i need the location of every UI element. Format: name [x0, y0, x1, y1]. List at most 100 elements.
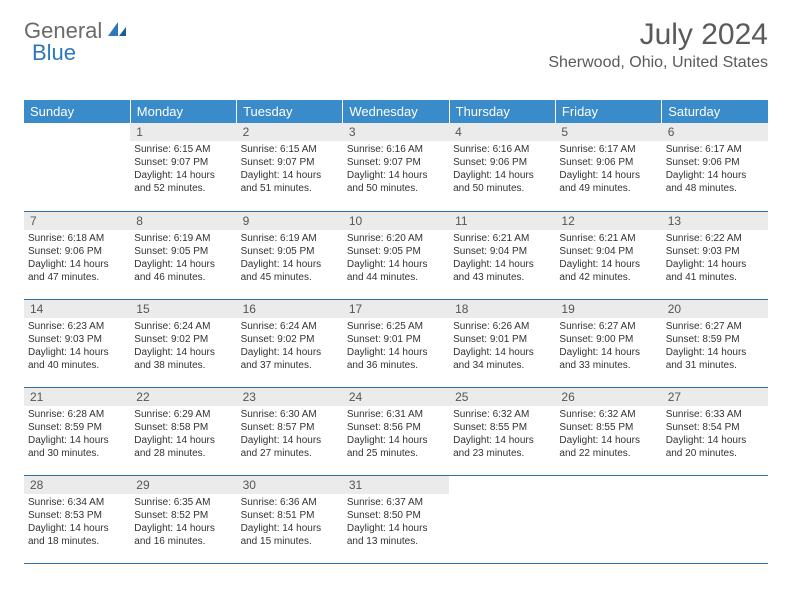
title-block: July 2024 Sherwood, Ohio, United States	[548, 18, 768, 72]
day-details: Sunrise: 6:35 AMSunset: 8:52 PMDaylight:…	[130, 494, 236, 552]
day-details: Sunrise: 6:33 AMSunset: 8:54 PMDaylight:…	[662, 406, 768, 464]
day-details: Sunrise: 6:16 AMSunset: 9:07 PMDaylight:…	[343, 141, 449, 199]
calendar-day-cell: 8Sunrise: 6:19 AMSunset: 9:05 PMDaylight…	[130, 211, 236, 299]
calendar-day-cell: 10Sunrise: 6:20 AMSunset: 9:05 PMDayligh…	[343, 211, 449, 299]
day-details: Sunrise: 6:15 AMSunset: 9:07 PMDaylight:…	[130, 141, 236, 199]
day-details: Sunrise: 6:22 AMSunset: 9:03 PMDaylight:…	[662, 230, 768, 288]
calendar-week-row: 21Sunrise: 6:28 AMSunset: 8:59 PMDayligh…	[24, 387, 768, 475]
calendar-day-cell: 17Sunrise: 6:25 AMSunset: 9:01 PMDayligh…	[343, 299, 449, 387]
calendar-day-cell: 16Sunrise: 6:24 AMSunset: 9:02 PMDayligh…	[237, 299, 343, 387]
calendar-day-cell: 22Sunrise: 6:29 AMSunset: 8:58 PMDayligh…	[130, 387, 236, 475]
weekday-header: Friday	[555, 100, 661, 123]
day-details: Sunrise: 6:24 AMSunset: 9:02 PMDaylight:…	[130, 318, 236, 376]
day-number: 30	[237, 476, 343, 494]
day-details: Sunrise: 6:15 AMSunset: 9:07 PMDaylight:…	[237, 141, 343, 199]
day-number: 15	[130, 300, 236, 318]
day-number: 9	[237, 212, 343, 230]
calendar-day-cell: 5Sunrise: 6:17 AMSunset: 9:06 PMDaylight…	[555, 123, 661, 211]
weekday-header: Saturday	[662, 100, 768, 123]
calendar-day-cell: 21Sunrise: 6:28 AMSunset: 8:59 PMDayligh…	[24, 387, 130, 475]
calendar-day-cell: 13Sunrise: 6:22 AMSunset: 9:03 PMDayligh…	[662, 211, 768, 299]
calendar-day-cell	[662, 475, 768, 563]
day-details: Sunrise: 6:37 AMSunset: 8:50 PMDaylight:…	[343, 494, 449, 552]
day-details: Sunrise: 6:26 AMSunset: 9:01 PMDaylight:…	[449, 318, 555, 376]
day-number: 26	[555, 388, 661, 406]
month-title: July 2024	[548, 18, 768, 52]
day-number: 4	[449, 123, 555, 141]
day-details: Sunrise: 6:32 AMSunset: 8:55 PMDaylight:…	[449, 406, 555, 464]
calendar-day-cell: 30Sunrise: 6:36 AMSunset: 8:51 PMDayligh…	[237, 475, 343, 563]
day-number: 8	[130, 212, 236, 230]
calendar-day-cell: 1Sunrise: 6:15 AMSunset: 9:07 PMDaylight…	[130, 123, 236, 211]
day-details: Sunrise: 6:20 AMSunset: 9:05 PMDaylight:…	[343, 230, 449, 288]
calendar-day-cell: 29Sunrise: 6:35 AMSunset: 8:52 PMDayligh…	[130, 475, 236, 563]
calendar-day-cell: 26Sunrise: 6:32 AMSunset: 8:55 PMDayligh…	[555, 387, 661, 475]
day-details: Sunrise: 6:19 AMSunset: 9:05 PMDaylight:…	[130, 230, 236, 288]
weekday-header: Wednesday	[343, 100, 449, 123]
day-details: Sunrise: 6:30 AMSunset: 8:57 PMDaylight:…	[237, 406, 343, 464]
day-number: 17	[343, 300, 449, 318]
day-number: 22	[130, 388, 236, 406]
calendar-week-row: 28Sunrise: 6:34 AMSunset: 8:53 PMDayligh…	[24, 475, 768, 563]
calendar-day-cell: 18Sunrise: 6:26 AMSunset: 9:01 PMDayligh…	[449, 299, 555, 387]
calendar-day-cell: 25Sunrise: 6:32 AMSunset: 8:55 PMDayligh…	[449, 387, 555, 475]
calendar-day-cell	[24, 123, 130, 211]
calendar-day-cell	[555, 475, 661, 563]
header: General July 2024 Sherwood, Ohio, United…	[24, 18, 768, 72]
day-number: 24	[343, 388, 449, 406]
calendar-day-cell: 12Sunrise: 6:21 AMSunset: 9:04 PMDayligh…	[555, 211, 661, 299]
day-number: 12	[555, 212, 661, 230]
day-number: 7	[24, 212, 130, 230]
calendar-header-row: SundayMondayTuesdayWednesdayThursdayFrid…	[24, 100, 768, 123]
day-number: 5	[555, 123, 661, 141]
day-number: 3	[343, 123, 449, 141]
day-details: Sunrise: 6:17 AMSunset: 9:06 PMDaylight:…	[662, 141, 768, 199]
day-details: Sunrise: 6:27 AMSunset: 8:59 PMDaylight:…	[662, 318, 768, 376]
calendar-week-row: 1Sunrise: 6:15 AMSunset: 9:07 PMDaylight…	[24, 123, 768, 211]
calendar-day-cell: 11Sunrise: 6:21 AMSunset: 9:04 PMDayligh…	[449, 211, 555, 299]
calendar-day-cell	[449, 475, 555, 563]
day-details: Sunrise: 6:17 AMSunset: 9:06 PMDaylight:…	[555, 141, 661, 199]
logo-sail-icon	[106, 20, 128, 43]
day-number: 6	[662, 123, 768, 141]
day-details: Sunrise: 6:28 AMSunset: 8:59 PMDaylight:…	[24, 406, 130, 464]
day-details: Sunrise: 6:18 AMSunset: 9:06 PMDaylight:…	[24, 230, 130, 288]
day-number: 28	[24, 476, 130, 494]
day-number: 27	[662, 388, 768, 406]
calendar-body: 1Sunrise: 6:15 AMSunset: 9:07 PMDaylight…	[24, 123, 768, 563]
weekday-header: Monday	[130, 100, 236, 123]
calendar-week-row: 14Sunrise: 6:23 AMSunset: 9:03 PMDayligh…	[24, 299, 768, 387]
logo-sub: Blue	[32, 40, 76, 66]
day-number: 19	[555, 300, 661, 318]
calendar-day-cell: 27Sunrise: 6:33 AMSunset: 8:54 PMDayligh…	[662, 387, 768, 475]
day-details: Sunrise: 6:34 AMSunset: 8:53 PMDaylight:…	[24, 494, 130, 552]
day-details: Sunrise: 6:36 AMSunset: 8:51 PMDaylight:…	[237, 494, 343, 552]
day-number: 25	[449, 388, 555, 406]
calendar-day-cell: 31Sunrise: 6:37 AMSunset: 8:50 PMDayligh…	[343, 475, 449, 563]
day-details: Sunrise: 6:16 AMSunset: 9:06 PMDaylight:…	[449, 141, 555, 199]
calendar-day-cell: 6Sunrise: 6:17 AMSunset: 9:06 PMDaylight…	[662, 123, 768, 211]
day-details: Sunrise: 6:25 AMSunset: 9:01 PMDaylight:…	[343, 318, 449, 376]
calendar-day-cell: 7Sunrise: 6:18 AMSunset: 9:06 PMDaylight…	[24, 211, 130, 299]
day-details: Sunrise: 6:19 AMSunset: 9:05 PMDaylight:…	[237, 230, 343, 288]
day-details: Sunrise: 6:21 AMSunset: 9:04 PMDaylight:…	[555, 230, 661, 288]
day-number: 10	[343, 212, 449, 230]
day-number: 29	[130, 476, 236, 494]
logo-text-blue: Blue	[32, 40, 76, 65]
calendar-table: SundayMondayTuesdayWednesdayThursdayFrid…	[24, 100, 768, 564]
calendar-day-cell: 9Sunrise: 6:19 AMSunset: 9:05 PMDaylight…	[237, 211, 343, 299]
day-details: Sunrise: 6:23 AMSunset: 9:03 PMDaylight:…	[24, 318, 130, 376]
weekday-header: Thursday	[449, 100, 555, 123]
calendar-day-cell: 28Sunrise: 6:34 AMSunset: 8:53 PMDayligh…	[24, 475, 130, 563]
day-number: 18	[449, 300, 555, 318]
day-details: Sunrise: 6:32 AMSunset: 8:55 PMDaylight:…	[555, 406, 661, 464]
calendar-day-cell: 19Sunrise: 6:27 AMSunset: 9:00 PMDayligh…	[555, 299, 661, 387]
weekday-header: Tuesday	[237, 100, 343, 123]
day-number: 23	[237, 388, 343, 406]
day-details: Sunrise: 6:27 AMSunset: 9:00 PMDaylight:…	[555, 318, 661, 376]
day-number: 13	[662, 212, 768, 230]
day-details: Sunrise: 6:29 AMSunset: 8:58 PMDaylight:…	[130, 406, 236, 464]
day-number: 1	[130, 123, 236, 141]
calendar-day-cell: 20Sunrise: 6:27 AMSunset: 8:59 PMDayligh…	[662, 299, 768, 387]
day-number: 31	[343, 476, 449, 494]
